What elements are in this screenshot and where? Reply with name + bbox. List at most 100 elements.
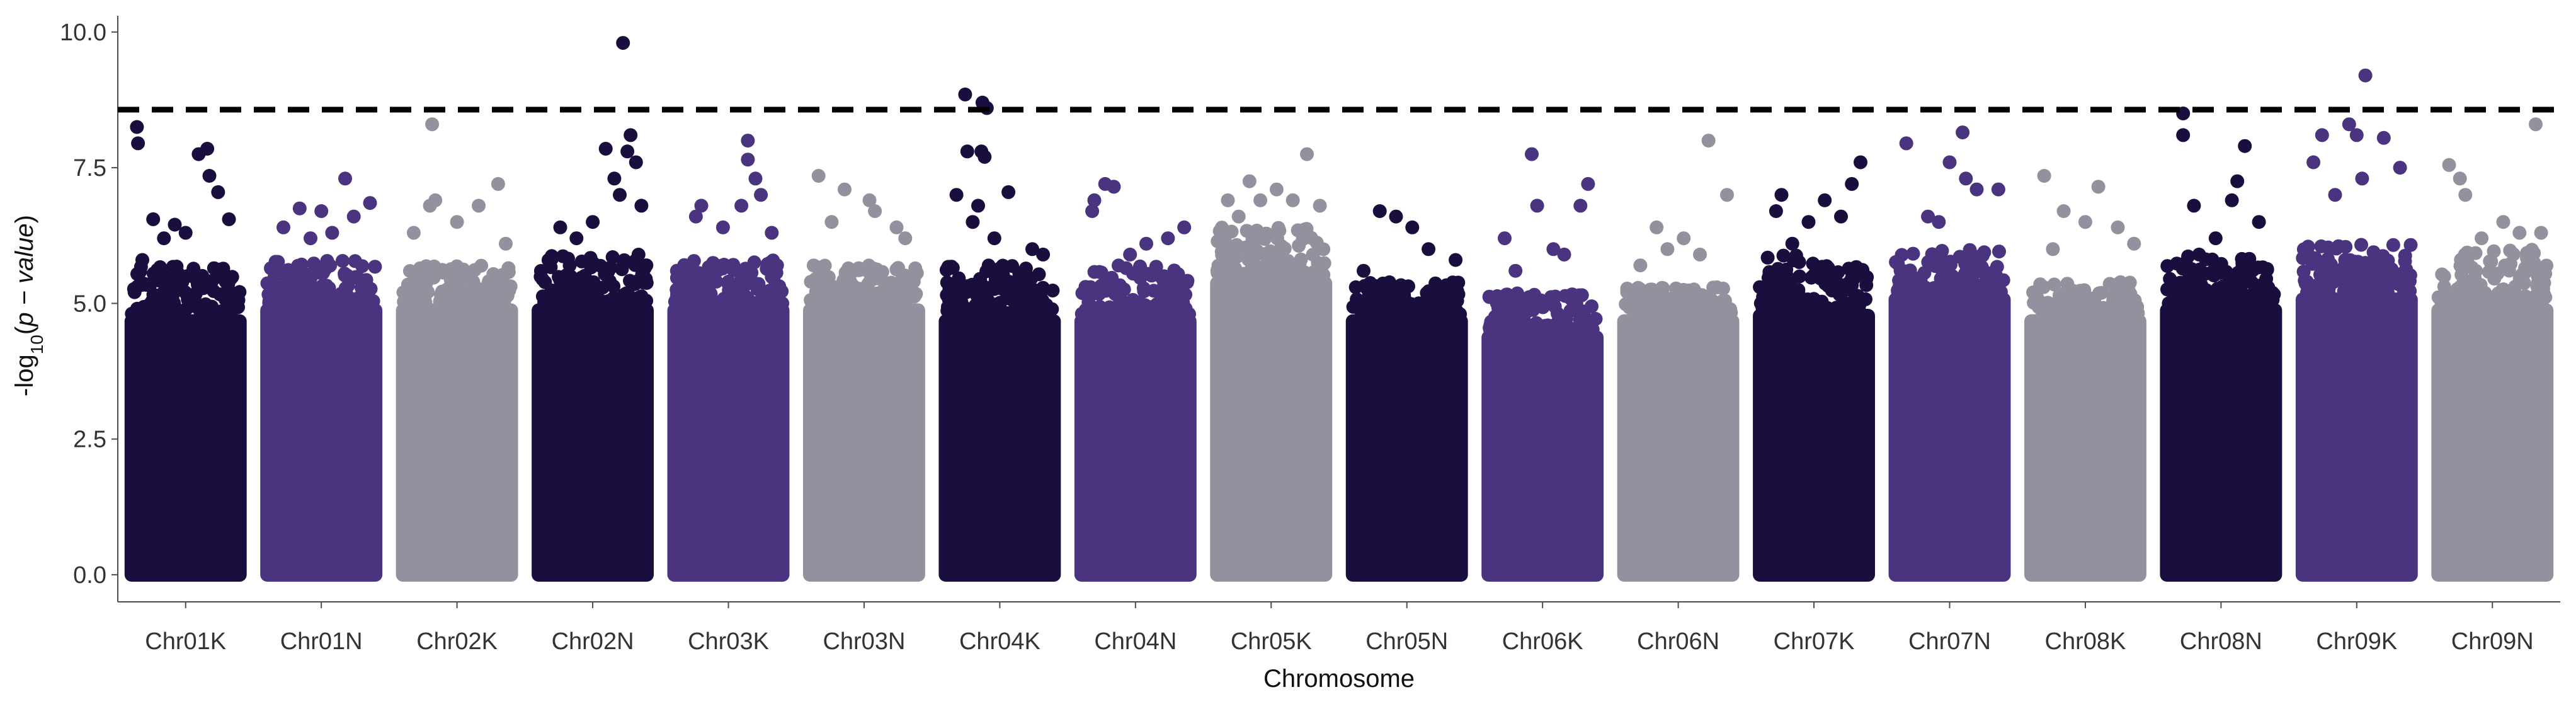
snp-point bbox=[751, 296, 765, 311]
snp-point bbox=[350, 291, 365, 306]
snp-point bbox=[2460, 253, 2475, 268]
snp-point bbox=[895, 296, 909, 311]
snp-point bbox=[674, 295, 688, 309]
snp-point bbox=[1716, 281, 1730, 296]
snp-point bbox=[2347, 255, 2362, 269]
snp-point bbox=[272, 264, 287, 279]
snp-point-top bbox=[613, 188, 627, 202]
y-tick-label: 0.0 bbox=[73, 562, 106, 589]
snp-point bbox=[1526, 303, 1541, 317]
snp-point-top bbox=[1557, 247, 1571, 262]
snp-point bbox=[893, 278, 908, 292]
snp-point bbox=[1650, 293, 1664, 308]
snp-point bbox=[744, 265, 759, 280]
snp-point-top bbox=[222, 212, 236, 226]
data-points bbox=[125, 36, 2554, 338]
snp-point bbox=[598, 267, 612, 281]
snp-point-top bbox=[2376, 130, 2391, 145]
snp-point-top bbox=[276, 220, 290, 234]
snp-point bbox=[1935, 279, 1949, 294]
snp-point-top bbox=[2056, 204, 2071, 218]
snp-point bbox=[999, 306, 1013, 321]
snp-point-top bbox=[423, 199, 437, 213]
snp-point bbox=[215, 287, 229, 302]
snp-point bbox=[1175, 284, 1189, 298]
y-axis: 0.0 2.5 5.0 7.5 10.0 bbox=[60, 16, 118, 602]
snp-point bbox=[2117, 304, 2131, 318]
snp-point-top bbox=[1530, 199, 1544, 213]
snp-point bbox=[809, 296, 824, 311]
snp-point bbox=[1483, 323, 1497, 337]
chromosome-band-chr06n bbox=[1617, 314, 1740, 582]
x-tick-label: Chr08N bbox=[2180, 628, 2262, 655]
snp-point bbox=[806, 258, 821, 273]
snp-point bbox=[1442, 288, 1457, 303]
snp-point bbox=[1544, 290, 1558, 304]
snp-point bbox=[1146, 306, 1161, 321]
snp-point bbox=[205, 274, 219, 288]
snp-point-top bbox=[1899, 136, 1913, 151]
snp-point-top bbox=[741, 153, 755, 167]
snp-point-top bbox=[620, 144, 635, 159]
snp-point bbox=[2529, 296, 2543, 310]
snp-point bbox=[1982, 285, 1997, 300]
snp-point bbox=[1962, 284, 1976, 298]
snp-point bbox=[615, 262, 629, 277]
snp-point-top bbox=[824, 215, 839, 229]
snp-point-top bbox=[338, 171, 352, 186]
snp-point bbox=[2502, 263, 2516, 278]
snp-point bbox=[450, 259, 464, 274]
snp-point bbox=[1036, 307, 1051, 321]
snp-point bbox=[605, 250, 620, 264]
snp-point-top bbox=[862, 193, 877, 207]
x-tick-label: Chr06N bbox=[1637, 628, 1719, 655]
snp-point-top bbox=[960, 144, 974, 159]
snp-point bbox=[2231, 274, 2245, 289]
snp-point-top bbox=[1242, 174, 1257, 188]
snp-point bbox=[1804, 270, 1818, 285]
snp-point-top bbox=[1372, 204, 1387, 218]
snp-point bbox=[556, 249, 570, 263]
x-tick-label: Chr05K bbox=[1231, 628, 1312, 655]
snp-point bbox=[2473, 278, 2488, 292]
snp-point bbox=[1638, 307, 1652, 321]
snp-point bbox=[1859, 278, 1874, 292]
chromosome-band-chr02n bbox=[532, 303, 654, 582]
snp-point bbox=[474, 258, 489, 273]
snp-point-top bbox=[624, 128, 638, 142]
snp-point bbox=[1008, 282, 1022, 297]
snp-point bbox=[1005, 259, 1020, 274]
snp-point bbox=[1797, 299, 1811, 314]
snp-point bbox=[165, 292, 180, 307]
snp-point bbox=[368, 260, 382, 274]
snp-point-top bbox=[1774, 188, 1789, 202]
snp-point bbox=[2073, 284, 2087, 298]
snp-point-top bbox=[2252, 215, 2266, 229]
snp-point-top bbox=[2358, 68, 2373, 83]
y-axis-title-p: p bbox=[11, 313, 38, 327]
snp-point-top bbox=[1769, 204, 1783, 218]
snp-point bbox=[2221, 296, 2235, 311]
snp-point bbox=[1776, 248, 1791, 263]
snp-point-top bbox=[1405, 220, 1420, 234]
snp-point-top bbox=[1854, 155, 1867, 170]
x-tick-label: Chr09K bbox=[2316, 628, 2397, 655]
snp-point bbox=[2242, 271, 2257, 285]
snp-point bbox=[181, 292, 195, 307]
snp-point-top bbox=[2046, 242, 2060, 257]
snp-point bbox=[1992, 245, 2006, 259]
snp-point-top bbox=[598, 142, 613, 156]
snp-point-top bbox=[898, 231, 913, 246]
snp-point-top bbox=[1834, 209, 1848, 224]
snp-point bbox=[2166, 292, 2180, 307]
snp-point bbox=[2365, 258, 2379, 273]
snp-point bbox=[486, 267, 501, 281]
snp-point-top bbox=[1991, 182, 2005, 197]
snp-point bbox=[961, 303, 976, 317]
snp-point bbox=[335, 254, 350, 268]
snp-point bbox=[1852, 297, 1867, 312]
snp-point-top bbox=[1633, 258, 1648, 273]
snp-point bbox=[322, 281, 336, 295]
snp-point bbox=[1996, 273, 2010, 287]
snp-point bbox=[1687, 282, 1701, 297]
